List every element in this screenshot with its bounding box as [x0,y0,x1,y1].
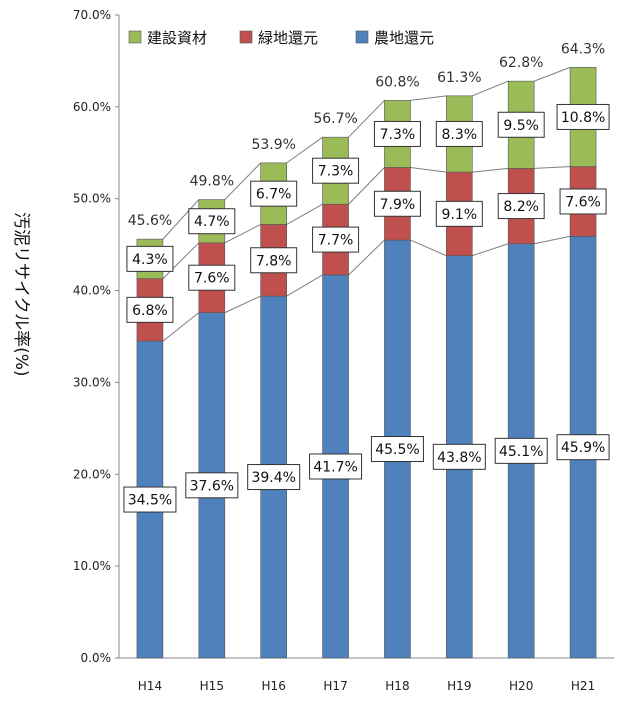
total-label: 45.6% [128,213,172,229]
data-label: 8.3% [442,127,478,143]
y-tick-label: 40.0% [73,284,111,298]
connector-line [287,204,323,224]
legend-swatch [129,31,141,43]
data-label: 34.5% [128,493,172,509]
data-label: 45.9% [561,440,605,456]
legend-label: 農地還元 [374,29,434,47]
x-tick-label: H17 [323,679,347,693]
y-tick-label: 70.0% [73,8,111,22]
connector-line [410,167,446,172]
data-label: 37.6% [190,478,234,494]
data-label: 4.3% [132,252,168,268]
x-tick-label: H21 [571,679,595,693]
data-label: 8.2% [503,199,539,215]
connector-line [410,240,446,256]
x-tick-label: H19 [447,679,471,693]
y-axis-label: 汚泥リサイクル率(%) [11,212,31,377]
data-label: 7.3% [318,164,354,180]
legend-label: 建設資材 [147,29,207,47]
y-tick-label: 50.0% [73,192,111,206]
data-label: 39.4% [251,470,295,486]
data-label: 45.1% [499,444,543,460]
x-tick-label: H20 [509,679,533,693]
y-tick-label: 20.0% [73,467,111,481]
data-label: 7.6% [194,271,230,287]
connector-line [472,168,508,172]
data-label: 7.8% [256,253,292,269]
data-label: 7.6% [565,194,601,210]
connector-line [287,275,323,296]
y-tick-label: 0.0% [81,651,112,665]
data-label: 7.3% [380,127,416,143]
y-tick-label: 30.0% [73,375,111,389]
data-label: 6.8% [132,303,168,319]
connector-line [534,236,570,243]
data-label: 9.1% [442,207,478,223]
legend-swatch [356,31,368,43]
x-tick-label: H15 [200,679,224,693]
total-label: 60.8% [375,74,419,90]
y-tick-label: 60.0% [73,100,111,114]
data-label: 45.5% [375,442,419,458]
legend-swatch [240,31,252,43]
x-tick-label: H18 [385,679,409,693]
x-tick-label: H16 [262,679,286,693]
data-label: 43.8% [437,450,481,466]
total-label: 53.9% [251,137,295,153]
y-tick-label: 10.0% [73,559,111,573]
data-label: 6.7% [256,187,292,203]
data-label: 7.7% [318,233,354,249]
connector-line [534,167,570,169]
data-label: 4.7% [194,214,230,230]
total-label: 64.3% [561,41,605,57]
data-label: 10.8% [561,110,605,126]
data-label: 41.7% [313,459,357,475]
total-label: 56.7% [313,111,357,127]
connector-line [472,244,508,256]
x-tick-label: H14 [138,679,162,693]
total-label: 49.8% [190,174,234,190]
total-label: 62.8% [499,55,543,71]
data-label: 7.9% [380,197,416,213]
legend-label: 緑地還元 [258,29,318,47]
data-label: 9.5% [503,118,539,134]
connector-line [225,296,261,313]
total-label: 61.3% [437,70,481,86]
connector-line [410,96,446,101]
